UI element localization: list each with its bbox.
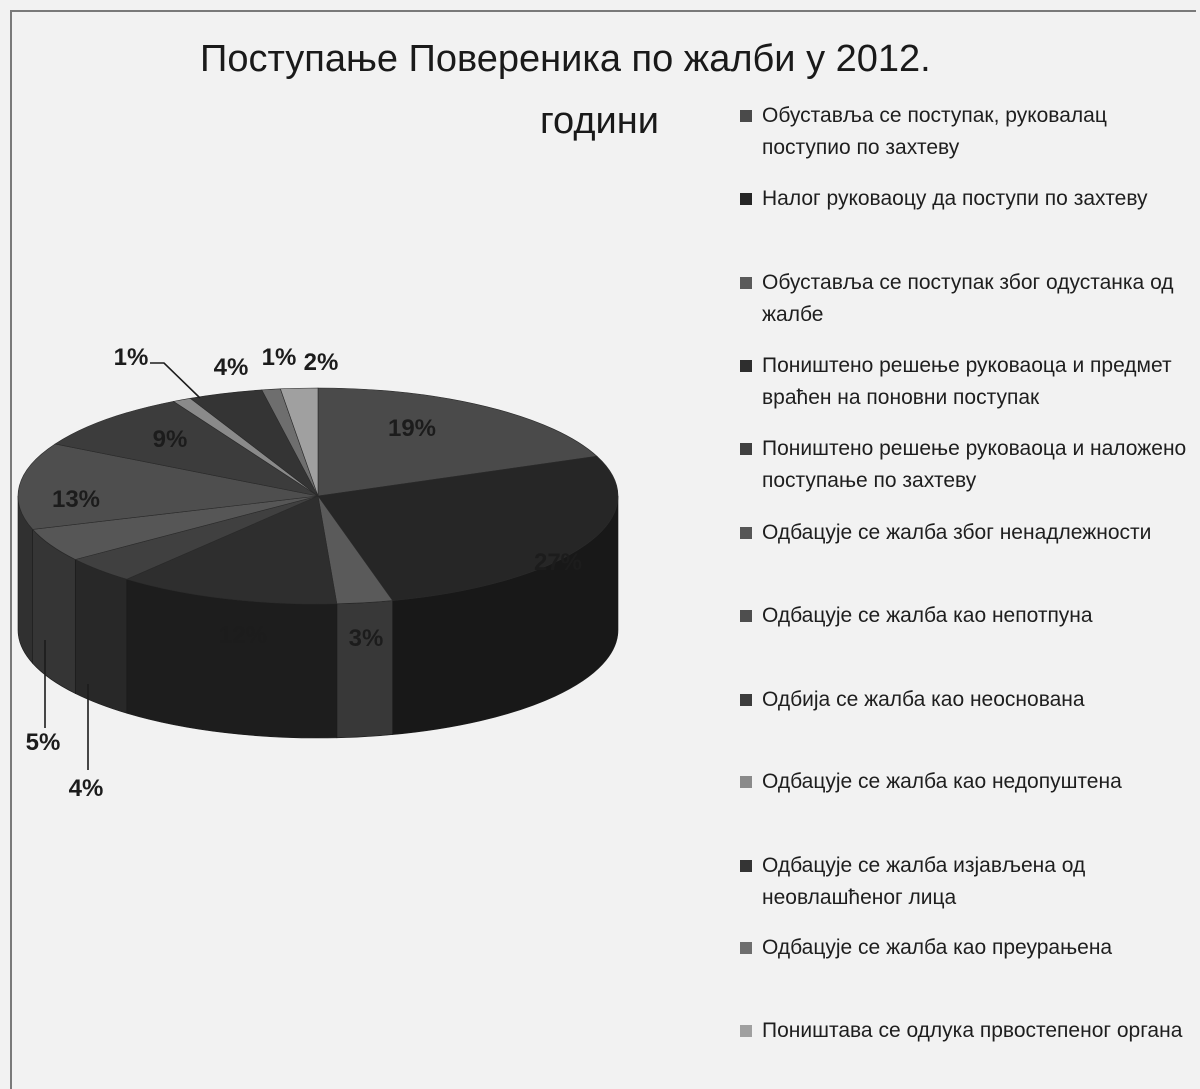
legend-item: Поништено решење руковаоца и наложено по… — [740, 433, 1196, 497]
legend-label: Одбацује се жалба као недопуштена — [762, 770, 1122, 793]
legend-item: Поништава се одлука првостепеног органа — [740, 1015, 1196, 1047]
chart-title: Поступање Повереника по жалби у 2012. — [200, 38, 931, 80]
pie-slice — [54, 401, 319, 497]
legend-item: Одбацује се жалба као недопуштена — [740, 766, 1196, 798]
pie-data-label: 5% — [26, 729, 61, 756]
legend-swatch — [740, 942, 752, 954]
pie-slice — [125, 495, 338, 605]
chart-frame — [10, 10, 1196, 1089]
legend-label: Обуставља се поступак због одустанка од … — [762, 271, 1174, 326]
pie-slice-side — [336, 600, 393, 739]
legend-label: Налог руковаоцу да поступи по захтеву — [762, 187, 1148, 210]
legend-item: Одбацује се жалба као преурањена — [740, 932, 1196, 964]
legend-label: Одбацује се жалба као преурањена — [762, 936, 1113, 959]
pie-data-label: 2% — [304, 349, 339, 376]
legend-label: Одбацује се жалба изјављена од неовлашће… — [762, 854, 1086, 909]
pie-slice — [317, 387, 598, 497]
legend-item: Одбацује се жалба као непотпуна — [740, 600, 1196, 632]
pie-slice — [317, 455, 619, 601]
pie-data-label: 4% — [214, 354, 249, 381]
legend-swatch — [740, 1025, 752, 1037]
legend-label: Одбацује се жалба као непотпуна — [762, 604, 1093, 627]
legend-label: Одбацује се жалба због ненадлежности — [762, 521, 1152, 544]
legend-label: Обуставља се поступак, руковалац поступи… — [762, 104, 1107, 159]
legend-swatch — [740, 110, 752, 122]
legend-item: Обуставља се поступак због одустанка од … — [740, 267, 1196, 331]
legend-swatch — [740, 610, 752, 622]
legend-swatch — [740, 694, 752, 706]
legend-label: Одбија се жалба као неоснована — [762, 688, 1085, 711]
pie-data-label: 1% — [114, 344, 149, 371]
pie-data-label: 19% — [388, 415, 436, 442]
legend-swatch — [740, 860, 752, 872]
legend-item: Обуставља се поступак, руковалац поступи… — [740, 100, 1196, 164]
legend-item: Одбацује се жалба због ненадлежности — [740, 517, 1196, 549]
pie-data-label: 3% — [349, 625, 384, 652]
pie-data-label: 1% — [262, 344, 297, 371]
pie-slice — [279, 387, 319, 497]
pie-slice-side — [74, 558, 128, 714]
legend-swatch — [740, 360, 752, 372]
legend-label: Поништено решење руковаоца и предмет вра… — [762, 354, 1172, 409]
legend-item: Одбацује се жалба изјављена од неовлашће… — [740, 850, 1196, 914]
pie-chart: 19% 27% 3% 12% 4% 5% 13% 9% 1% 4% 1% 2% — [17, 344, 619, 802]
legend-swatch — [740, 193, 752, 205]
legend-item: Одбија се жалба као неоснована — [740, 684, 1196, 716]
legend-swatch — [740, 443, 752, 455]
pie-slice — [17, 443, 319, 530]
legend-label: Поништава се одлука првостепеног органа — [762, 1019, 1183, 1042]
legend-swatch — [740, 277, 752, 289]
legend-item: Поништено решење руковаоца и предмет вра… — [740, 350, 1196, 414]
pie-data-label: 27% — [534, 549, 582, 576]
pie-data-label: 4% — [69, 775, 104, 802]
pie-leader-line — [150, 362, 201, 399]
legend-swatch — [740, 527, 752, 539]
legend-label: Поништено решење руковаоца и наложено по… — [762, 437, 1187, 492]
legend-item: Налог руковаоцу да поступи по захтеву — [740, 183, 1196, 215]
pie-data-label: 13% — [52, 486, 100, 513]
legend-swatch — [740, 776, 752, 788]
pie-data-label: 12% — [219, 622, 267, 649]
pie-data-label: 9% — [153, 426, 188, 453]
chart-title-continuation: години — [540, 100, 659, 142]
